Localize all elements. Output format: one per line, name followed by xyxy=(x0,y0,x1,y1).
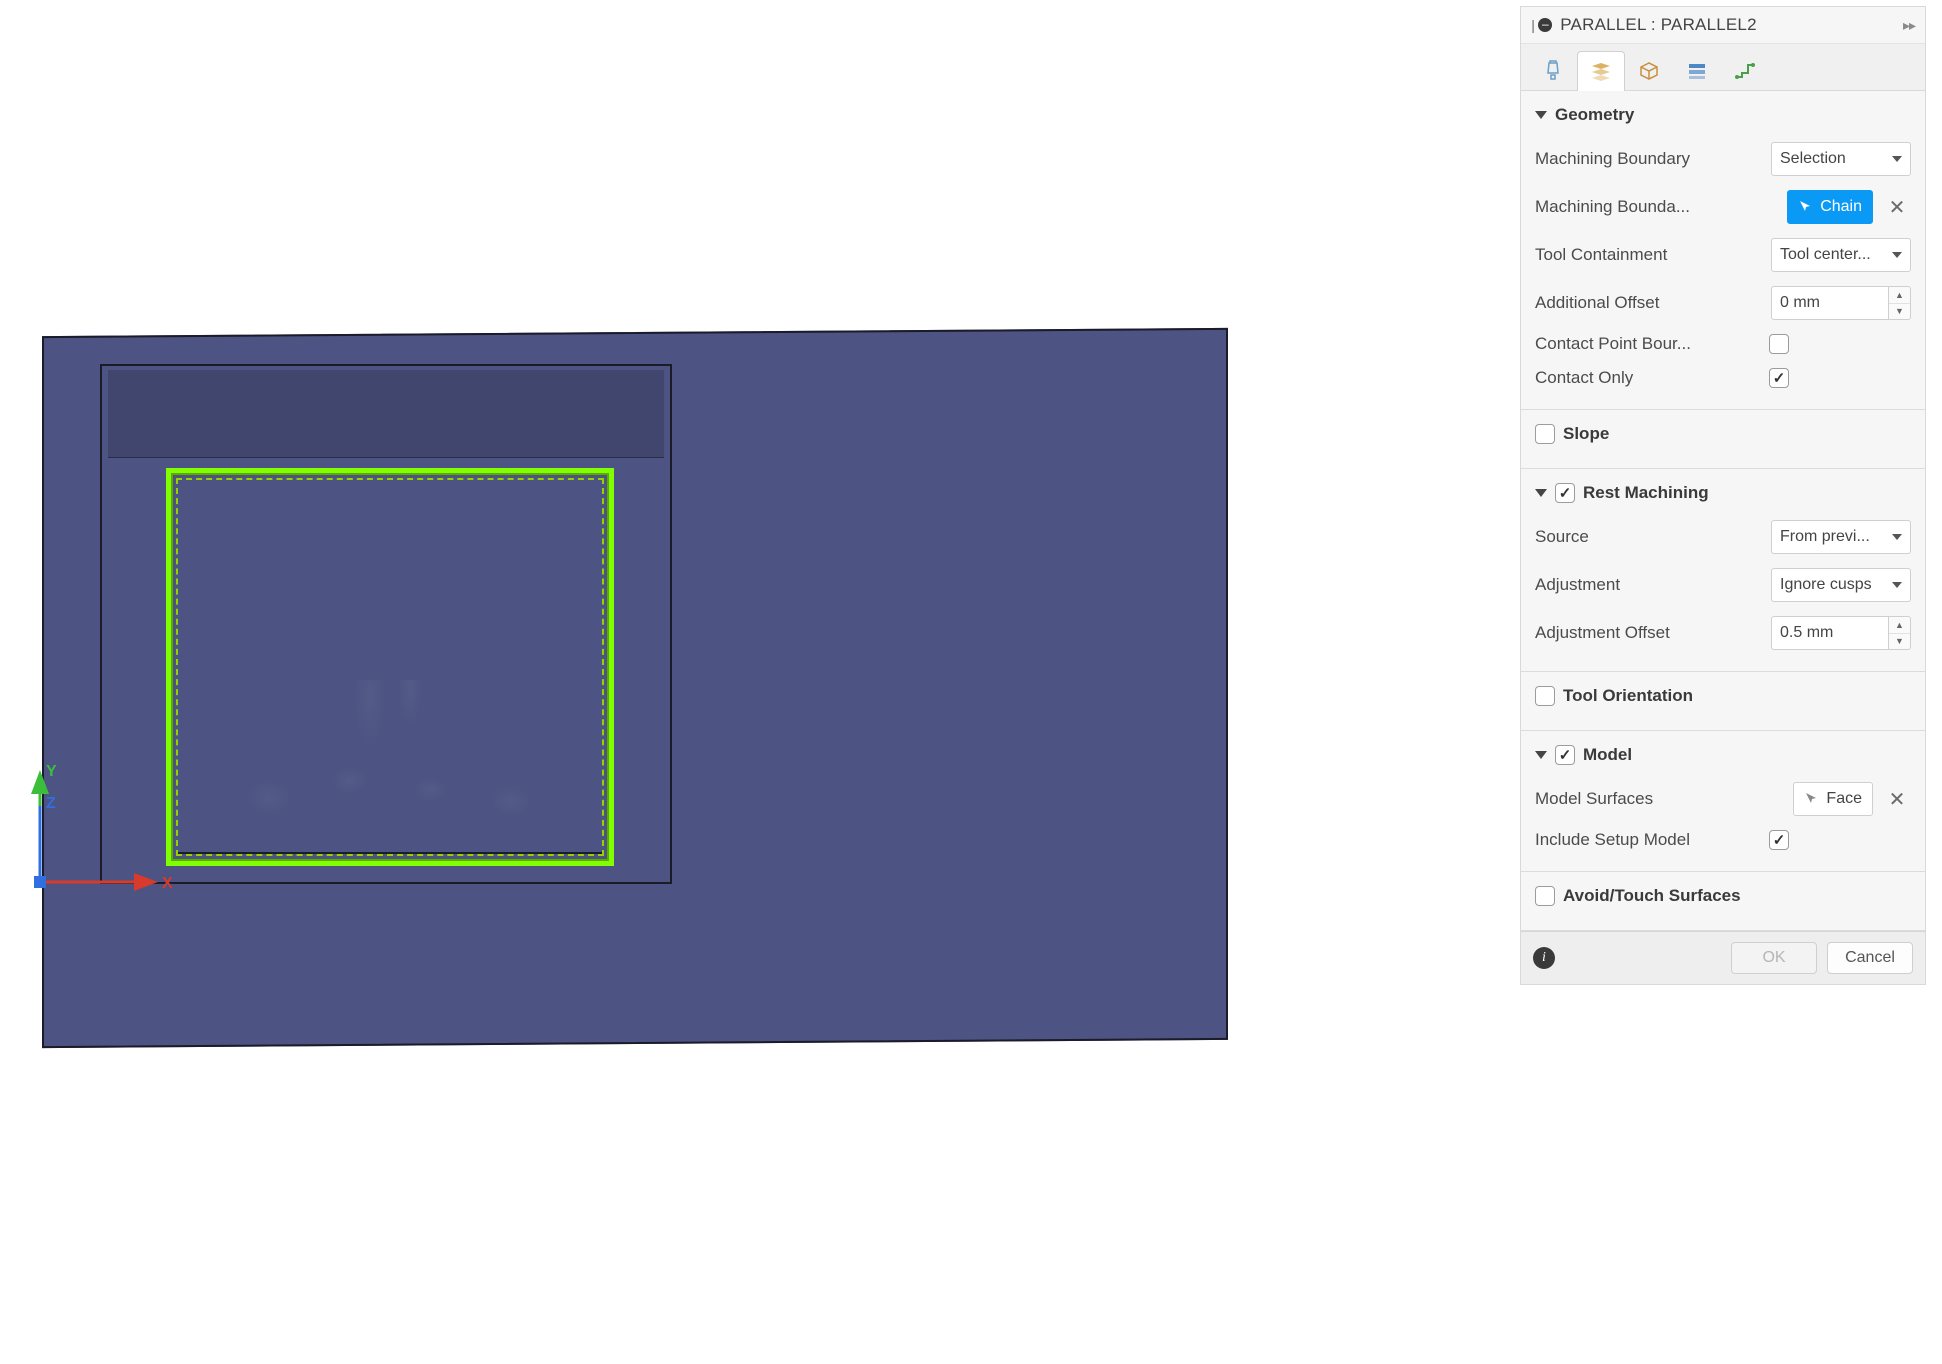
caret-down-icon xyxy=(1535,751,1547,759)
section-title: Avoid/Touch Surfaces xyxy=(1563,886,1741,906)
section-header-tool-orientation[interactable]: Tool Orientation xyxy=(1535,682,1911,716)
section-geometry: Geometry Machining Boundary Selection Ma… xyxy=(1521,91,1925,410)
rest-adjustment-select[interactable]: Ignore cusps xyxy=(1771,568,1911,602)
tool-containment-label: Tool Containment xyxy=(1535,245,1761,265)
caret-down-icon xyxy=(1535,489,1547,497)
panel-grip-icon[interactable]: || xyxy=(1531,17,1532,33)
panel-header[interactable]: || PARALLEL : PARALLEL2 ▸▸ xyxy=(1521,7,1925,44)
layers-icon xyxy=(1685,59,1709,83)
rest-enable-checkbox[interactable] xyxy=(1555,483,1575,503)
model-enable-checkbox[interactable] xyxy=(1555,745,1575,765)
rest-adjustment-offset-input[interactable]: 0.5 mm xyxy=(1771,616,1889,650)
lamp-icon xyxy=(1541,59,1565,83)
panel-footer: i OK Cancel xyxy=(1521,931,1925,984)
chevron-down-icon xyxy=(1892,156,1902,162)
chevron-down-icon xyxy=(1892,534,1902,540)
tab-linking[interactable] xyxy=(1721,50,1769,90)
info-icon[interactable]: i xyxy=(1533,947,1555,969)
section-model: Model Model Surfaces Face ✕ Include Setu… xyxy=(1521,731,1925,872)
tab-heights[interactable] xyxy=(1625,50,1673,90)
rest-adjustment-offset-spinner[interactable]: ▲▼ xyxy=(1889,616,1911,650)
contact-point-boundary-label: Contact Point Bour... xyxy=(1535,334,1759,354)
rest-source-label: Source xyxy=(1535,527,1761,547)
operation-panel: || PARALLEL : PARALLEL2 ▸▸ Geo xyxy=(1520,6,1926,985)
cancel-button[interactable]: Cancel xyxy=(1827,942,1913,974)
face-chip[interactable]: Face xyxy=(1793,782,1873,816)
section-title: Tool Orientation xyxy=(1563,686,1693,706)
planes-icon xyxy=(1589,60,1613,84)
contact-only-checkbox[interactable] xyxy=(1769,368,1789,388)
panel-expand-icon[interactable]: ▸▸ xyxy=(1903,17,1915,34)
panel-collapse-icon[interactable] xyxy=(1538,18,1552,32)
section-title: Rest Machining xyxy=(1583,483,1709,503)
model-surfaces-label: Model Surfaces xyxy=(1535,789,1783,809)
contact-only-label: Contact Only xyxy=(1535,368,1759,388)
viewport-3d[interactable]: X Y Z xyxy=(0,0,1270,1364)
section-title: Slope xyxy=(1563,424,1609,444)
machining-boundary-select[interactable]: Selection xyxy=(1771,142,1911,176)
tab-passes[interactable] xyxy=(1673,50,1721,90)
chain-chip[interactable]: Chain xyxy=(1787,190,1873,224)
spinner-up-button[interactable]: ▲ xyxy=(1889,617,1910,634)
spinner-down-button[interactable]: ▼ xyxy=(1889,304,1910,320)
link-icon xyxy=(1733,59,1757,83)
clear-boundary-button[interactable]: ✕ xyxy=(1883,193,1911,221)
ok-button[interactable]: OK xyxy=(1731,942,1817,974)
machining-boundary-label: Machining Boundary xyxy=(1535,149,1761,169)
section-title: Geometry xyxy=(1555,105,1634,125)
section-title: Model xyxy=(1583,745,1632,765)
include-setup-model-label: Include Setup Model xyxy=(1535,830,1759,850)
panel-tabstrip xyxy=(1521,44,1925,91)
section-header-geometry[interactable]: Geometry xyxy=(1535,101,1911,135)
section-header-model[interactable]: Model xyxy=(1535,741,1911,775)
contact-point-boundary-checkbox[interactable] xyxy=(1769,334,1789,354)
chevron-down-icon xyxy=(1892,582,1902,588)
cursor-icon xyxy=(1798,199,1814,215)
spinner-down-button[interactable]: ▼ xyxy=(1889,634,1910,650)
avoid-enable-checkbox[interactable] xyxy=(1535,886,1555,906)
box-icon xyxy=(1637,59,1661,83)
caret-down-icon xyxy=(1535,111,1547,119)
rest-source-select[interactable]: From previ... xyxy=(1771,520,1911,554)
include-setup-model-checkbox[interactable] xyxy=(1769,830,1789,850)
tool-orientation-enable-checkbox[interactable] xyxy=(1535,686,1555,706)
cursor-icon xyxy=(1804,791,1820,807)
rest-adjustment-label: Adjustment xyxy=(1535,575,1761,595)
section-header-slope[interactable]: Slope xyxy=(1535,420,1911,454)
slope-enable-checkbox[interactable] xyxy=(1535,424,1555,444)
section-header-avoid[interactable]: Avoid/Touch Surfaces xyxy=(1535,882,1911,916)
spinner-up-button[interactable]: ▲ xyxy=(1889,287,1910,304)
machining-boundary-selection-label: Machining Bounda... xyxy=(1535,197,1777,217)
tool-containment-select[interactable]: Tool center... xyxy=(1771,238,1911,272)
section-rest-machining: Rest Machining Source From previ... Adju… xyxy=(1521,469,1925,672)
additional-offset-label: Additional Offset xyxy=(1535,293,1761,313)
section-avoid-touch: Avoid/Touch Surfaces xyxy=(1521,872,1925,931)
tab-tool[interactable] xyxy=(1529,50,1577,90)
tab-geometry[interactable] xyxy=(1577,51,1625,91)
clear-model-surfaces-button[interactable]: ✕ xyxy=(1883,785,1911,813)
additional-offset-input[interactable]: 0 mm xyxy=(1771,286,1889,320)
panel-title: PARALLEL : PARALLEL2 xyxy=(1560,15,1903,35)
additional-offset-spinner[interactable]: ▲▼ xyxy=(1889,286,1911,320)
machining-boundary-highlight[interactable] xyxy=(166,468,614,866)
section-header-rest[interactable]: Rest Machining xyxy=(1535,479,1911,513)
section-tool-orientation: Tool Orientation xyxy=(1521,672,1925,731)
section-slope: Slope xyxy=(1521,410,1925,469)
chevron-down-icon xyxy=(1892,252,1902,258)
rest-adjustment-offset-label: Adjustment Offset xyxy=(1535,623,1761,643)
